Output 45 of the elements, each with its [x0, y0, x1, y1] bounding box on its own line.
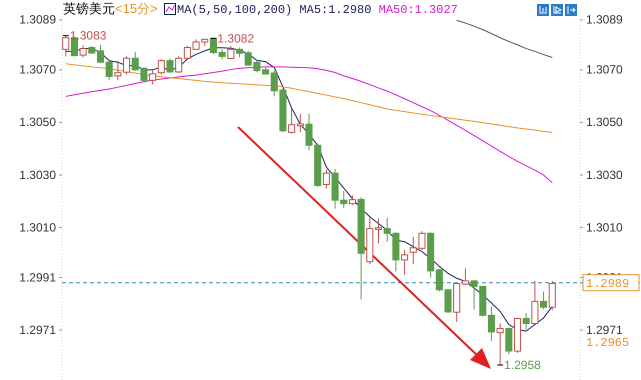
candlestick	[175, 56, 182, 74]
candlestick	[62, 35, 70, 57]
candlestick	[505, 327, 512, 355]
candlestick	[531, 280, 538, 325]
candlestick	[401, 249, 408, 276]
y-tick-label: 1.2991	[19, 270, 56, 284]
candlestick	[348, 194, 356, 206]
y-tick-label: 1.3010	[19, 220, 56, 234]
candlestick	[496, 322, 504, 366]
candlestick	[80, 44, 87, 58]
ref-line-label: 1.2989	[586, 277, 630, 292]
candlestick	[158, 58, 165, 76]
candlestick	[288, 108, 296, 134]
y2-tick-label: 1.3050	[586, 115, 624, 130]
line-series	[456, 20, 553, 58]
candlestick	[296, 113, 304, 133]
candlestick	[149, 70, 156, 85]
chart-title: 英镑美元	[63, 1, 115, 16]
y-tick-label: 1.3089	[19, 12, 56, 27]
y2-tick-label: 1.3089	[586, 12, 624, 27]
candlestick	[384, 217, 391, 242]
annotation: 1.2958	[504, 358, 542, 372]
y2-tick-label: 1.2971	[586, 322, 624, 337]
y2-tick-label: 1.3010	[586, 220, 624, 234]
candlestick	[462, 268, 469, 286]
text: MA50:1.3027	[378, 3, 458, 17]
candlestick	[227, 45, 234, 60]
candlestick	[548, 280, 556, 311]
chart-subtitle: <15分>	[115, 1, 158, 16]
candlestick	[522, 312, 530, 330]
candlestick	[540, 290, 548, 310]
y-tick-label: 1.3030	[19, 168, 56, 182]
candlestick	[322, 168, 330, 190]
y-tick-label: 1.2971	[19, 322, 56, 337]
text: MA5:1.2980	[299, 3, 379, 17]
y-tick-label: 1.3070	[19, 62, 56, 77]
y2-tick-label: 1.3030	[586, 168, 624, 182]
y-tick-label: 1.3050	[19, 115, 56, 130]
legend-title: MA(5,50,100,200)	[177, 3, 300, 17]
annotation: 1.3082	[217, 31, 254, 46]
annotation: 1.3083	[70, 28, 107, 43]
candlestick	[166, 58, 174, 74]
text: 1.2965	[586, 336, 630, 350]
y2-tick-label: 1.3070	[586, 62, 624, 77]
line-series	[65, 66, 553, 184]
